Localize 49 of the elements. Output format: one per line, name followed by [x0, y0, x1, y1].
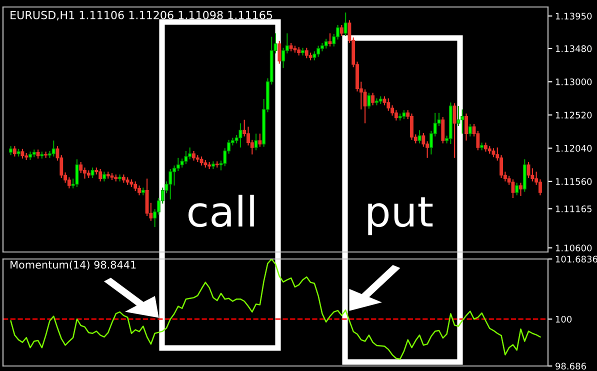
candlestick — [340, 24, 344, 37]
candlestick — [394, 110, 398, 122]
y-tick-label: 101.6836 — [556, 256, 597, 263]
candlestick — [102, 171, 106, 182]
candlestick — [134, 180, 138, 192]
candlestick — [324, 38, 328, 50]
candlestick — [386, 98, 390, 112]
y-tick-label: 1.11560 — [556, 178, 592, 185]
candlestick — [410, 113, 414, 140]
candlestick — [422, 132, 426, 148]
candlestick — [98, 168, 102, 182]
candlestick — [188, 146, 192, 160]
candlestick — [375, 98, 378, 106]
annotation: put — [368, 197, 433, 236]
candlestick — [118, 174, 122, 182]
y-tick-label: 1.11165 — [556, 205, 592, 212]
candlestick — [468, 123, 472, 137]
candlestick — [519, 182, 522, 196]
line-series — [10, 259, 541, 360]
chart-title: Momentum(14) 98.8441 — [10, 260, 136, 270]
candlestick — [254, 133, 258, 151]
chart-title: EURUSD,H1 1.11106 1.11206 1.11098 1.11165 — [10, 10, 272, 20]
candlestick — [67, 176, 71, 189]
candlestick — [452, 102, 456, 158]
candlestick — [12, 146, 16, 158]
candlestick — [304, 47, 308, 59]
candlestick — [168, 168, 172, 200]
candlestick — [52, 140, 56, 158]
candlestick — [316, 45, 320, 58]
candlestick — [515, 182, 519, 196]
candlestick — [371, 92, 375, 106]
y-tick-label: 100 — [556, 316, 572, 323]
candlestick — [192, 150, 196, 162]
candlestick — [138, 185, 141, 196]
candlestick — [367, 92, 371, 110]
candlestick — [441, 116, 445, 144]
y-tick-label: 1.12520 — [556, 112, 592, 119]
candlestick — [278, 40, 282, 64]
annotation: call — [188, 194, 254, 228]
y-tick-label: 98.686 — [556, 362, 586, 370]
y-tick-label: 1.13950 — [556, 12, 592, 20]
candlestick — [460, 108, 464, 134]
y-tick-label: 1.12040 — [556, 144, 592, 152]
candlestick — [464, 113, 468, 142]
y-tick-label: 1.13480 — [556, 45, 592, 52]
y-tick-label: 1.10600 — [556, 244, 592, 252]
candlestick — [258, 133, 262, 148]
y-tick-label: 1.13000 — [556, 78, 592, 86]
candlestick — [344, 12, 348, 37]
